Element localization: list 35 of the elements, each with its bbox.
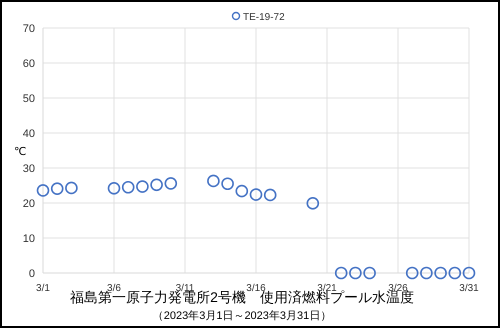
x-tick-label: 3/1 <box>36 283 50 294</box>
y-tick-label: 20 <box>22 198 35 210</box>
point <box>420 266 433 280</box>
point <box>164 177 178 190</box>
point <box>108 182 120 195</box>
point <box>264 188 276 202</box>
y-tick-label: 40 <box>22 128 35 140</box>
point <box>448 266 462 280</box>
y-tick-label: 10 <box>22 233 35 245</box>
point <box>150 178 163 192</box>
point <box>306 197 320 210</box>
point <box>406 266 418 280</box>
y-tick-label: 70 <box>22 23 35 35</box>
legend-label: TE-19-72 <box>243 12 286 23</box>
point <box>334 266 348 280</box>
point <box>36 184 50 197</box>
point <box>50 182 64 195</box>
x-tick-label: 3/31 <box>459 283 480 294</box>
point <box>136 180 149 193</box>
point <box>349 266 362 280</box>
point <box>363 266 376 280</box>
point <box>250 188 262 201</box>
y-tick-label: 60 <box>22 58 35 70</box>
point <box>236 184 248 198</box>
y-tick-label: 50 <box>22 93 35 105</box>
point <box>207 174 220 188</box>
y-tick-label: 0 <box>28 268 35 280</box>
point <box>434 266 447 280</box>
y-axis-title: ℃ <box>14 146 26 158</box>
point <box>221 177 234 190</box>
text: （2023年3月1日～2023年3月31日） <box>152 310 332 322</box>
y-tick-label: 30 <box>22 163 35 175</box>
point <box>122 180 134 194</box>
point <box>462 266 476 280</box>
point <box>65 182 78 194</box>
